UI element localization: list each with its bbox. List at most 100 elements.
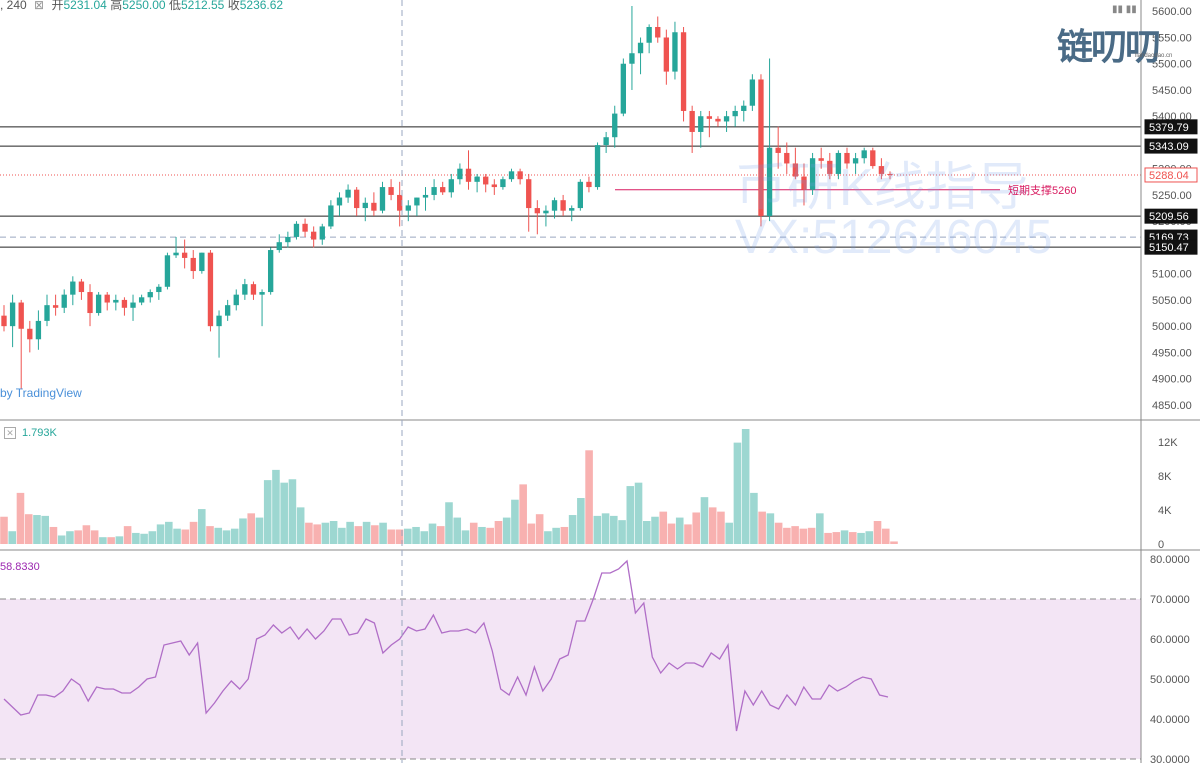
candle-body	[354, 189, 360, 209]
candle-body	[440, 187, 446, 193]
volume-bar	[519, 484, 527, 544]
candle-body	[362, 202, 368, 209]
candle-body	[809, 158, 816, 190]
candle-body	[95, 294, 102, 314]
volume-bar	[272, 469, 280, 544]
candle-body	[543, 210, 549, 214]
candle-body	[672, 32, 678, 72]
volume-bar	[189, 521, 198, 544]
volume-bar	[181, 529, 190, 544]
candle-body	[629, 53, 635, 64]
volume-bar	[478, 526, 486, 544]
volume-bar	[296, 507, 305, 544]
volume-bar	[288, 479, 297, 544]
volume-bar	[535, 514, 544, 544]
volume-bar	[371, 525, 379, 544]
volume-bar	[24, 514, 33, 544]
candle-body	[207, 252, 214, 327]
volume-bar	[49, 526, 58, 544]
volume-bar	[766, 513, 775, 544]
volume-bar	[527, 523, 536, 544]
volume-bar	[156, 524, 165, 544]
candle-body	[345, 189, 351, 198]
candle-body	[156, 286, 162, 293]
candle-body	[835, 152, 842, 174]
volume-bar	[832, 532, 841, 544]
close-label: 收	[227, 0, 240, 12]
candle-body	[87, 292, 93, 314]
candle-body	[199, 252, 205, 272]
ohlc-header: , 240 ⊠ 开5231.04 高5250.00 低5212.55 收5236…	[0, 0, 283, 13]
volume-bar	[453, 517, 462, 544]
price-label-box	[1144, 167, 1198, 183]
candle-body	[1, 315, 7, 327]
volume-bar	[626, 486, 635, 544]
volume-bar	[865, 531, 874, 544]
tradingview-attribution[interactable]: by TradingView	[0, 386, 82, 400]
candle-body	[766, 147, 773, 216]
volume-bar	[610, 515, 618, 544]
volume-bar	[857, 532, 865, 544]
rsi-value: 58.8330	[0, 561, 40, 573]
volume-bar	[412, 526, 420, 544]
volume-tick-label: 0	[1158, 539, 1164, 551]
volume-bar	[593, 515, 602, 544]
candle-body	[732, 110, 738, 117]
price-label: 5288.04	[1149, 170, 1189, 182]
candle-body	[861, 150, 867, 159]
candle-body	[233, 294, 239, 306]
layout-icon[interactable]: ▮▮ ▮▮	[1112, 4, 1137, 15]
volume-bar	[123, 526, 132, 544]
candle-body	[620, 63, 627, 114]
candle-body	[784, 152, 790, 164]
candle-body	[534, 208, 540, 214]
price-label-box	[1144, 138, 1198, 154]
candle-body	[569, 208, 575, 211]
volume-bar	[708, 507, 717, 544]
volume-bar	[404, 528, 412, 544]
low-value: 5212.55	[180, 0, 225, 12]
candle-body	[448, 179, 454, 193]
candle-body	[336, 197, 343, 206]
volume-bar	[618, 520, 626, 544]
toggle-icon[interactable]: ✕	[4, 427, 16, 440]
volume-bar	[148, 531, 157, 544]
volume-bar	[651, 516, 659, 544]
volume-bar	[16, 492, 25, 544]
volume-bar	[890, 541, 898, 544]
candle-body	[259, 292, 265, 295]
candle-body	[147, 292, 153, 298]
toggle-icon[interactable]: ⊠	[34, 0, 45, 12]
volume-bar	[115, 536, 124, 544]
volume-bar	[263, 480, 272, 544]
volume-bar	[733, 442, 742, 544]
volume-bar	[41, 515, 49, 544]
volume-bar	[82, 525, 91, 544]
candle-body	[758, 79, 764, 216]
price-tick-label: 5550.00	[1152, 32, 1192, 44]
volume-bar	[783, 527, 791, 544]
candle-body	[44, 305, 50, 321]
volume-bar	[494, 521, 503, 544]
volume-legend: ✕ 1.793K	[4, 427, 57, 440]
volume-bar	[486, 527, 494, 544]
volume-bar	[255, 517, 264, 544]
rsi-line	[3, 559, 889, 732]
candle-body	[267, 250, 274, 293]
volume-bar	[420, 531, 429, 544]
volume-bar	[428, 523, 437, 544]
candle-body	[328, 205, 334, 227]
volume-bar	[659, 511, 668, 544]
volume-bar	[717, 511, 725, 544]
candle-body	[775, 147, 781, 153]
open-value: 5231.04	[63, 0, 107, 12]
volume-bar	[560, 526, 569, 544]
rsi-tick-label: 30.0000	[1150, 754, 1190, 763]
volume-bar	[667, 523, 676, 544]
price-tick-label: 4850.00	[1152, 400, 1192, 412]
volume-bar	[379, 522, 387, 544]
rsi-tick-label: 70.0000	[1150, 594, 1190, 606]
volume-bar	[0, 516, 8, 544]
volume-tick-label: 8K	[1158, 471, 1172, 483]
